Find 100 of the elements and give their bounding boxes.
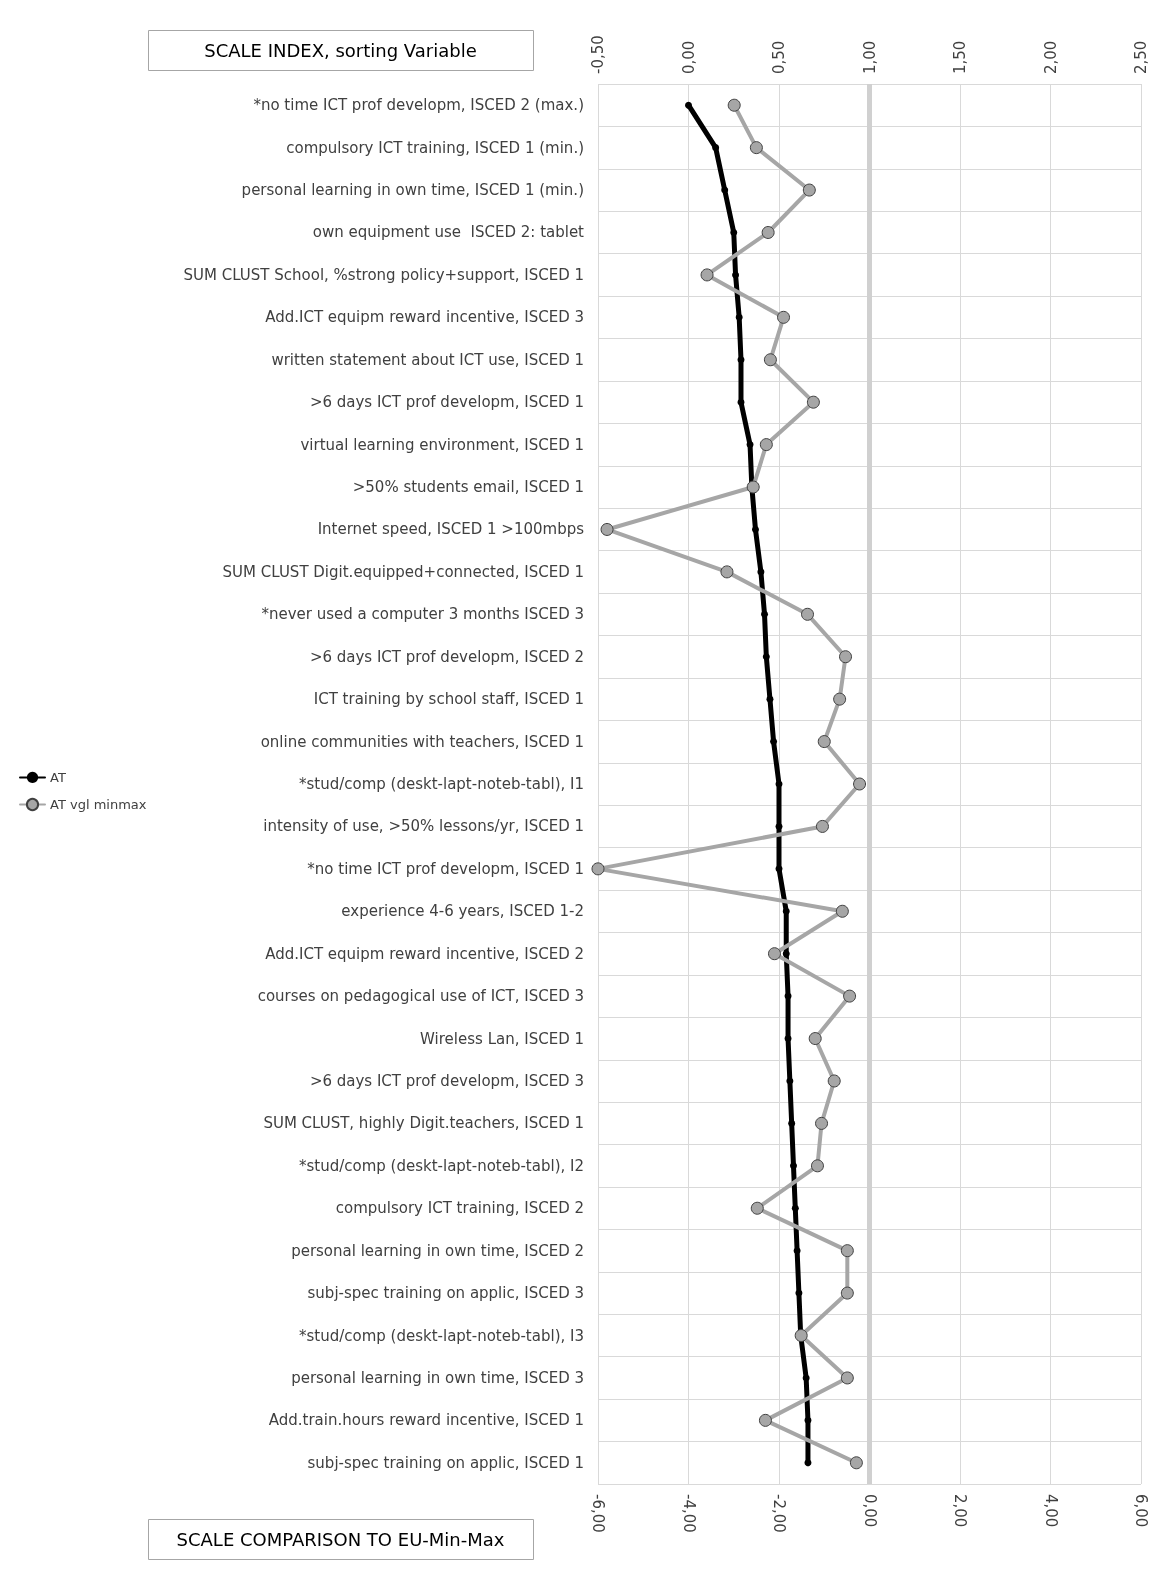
y-tick-label: *no time ICT prof developm, ISCED 2 (max.) <box>253 96 584 115</box>
y-tick-label: experience 4-6 years, ISCED 1-2 <box>341 902 584 921</box>
y-tick-label: Internet speed, ISCED 1 >100mbps <box>317 520 585 539</box>
y-tick-label: courses on pedagogical use of ICT, ISCED 3 <box>257 987 584 1006</box>
x2-axis-title: SCALE INDEX, sorting Variable <box>204 40 477 61</box>
y-tick-label: Add.ICT equipm reward incentive, ISCED 2 <box>265 944 584 963</box>
x2-tick-label: 0,50 <box>770 40 788 74</box>
y-tick-label: subj-spec training on applic, ISCED 3 <box>307 1284 584 1303</box>
point <box>777 310 791 324</box>
point <box>782 907 790 915</box>
x-tick-label: -2,00 <box>770 1494 788 1533</box>
point <box>833 692 847 706</box>
y-tick-label: personal learning in own time, ISCED 1 (min.) <box>241 181 584 200</box>
point <box>840 1286 854 1300</box>
point <box>827 1074 841 1088</box>
x-tick-label: 2,00 <box>951 1494 969 1528</box>
y-tick-label: *never used a computer 3 months ISCED 3 <box>261 605 584 624</box>
x2-tick-label: -0,50 <box>589 35 607 74</box>
point <box>849 1456 863 1470</box>
point <box>700 268 714 282</box>
point <box>853 777 867 791</box>
point <box>600 522 614 536</box>
point <box>746 441 754 449</box>
point <box>801 607 815 621</box>
x2-tick-label: 1,50 <box>951 40 969 74</box>
point <box>802 183 816 197</box>
y-tick-label: intensity of use, >50% lessons/yr, ISCED 1 <box>263 817 584 836</box>
point <box>843 989 857 1003</box>
x-tick-label: 4,00 <box>1041 1494 1060 1528</box>
point <box>794 1329 808 1343</box>
point <box>835 904 849 918</box>
point <box>766 695 774 703</box>
point <box>840 1244 854 1258</box>
point <box>839 650 853 664</box>
x-tick-label: 0,00 <box>860 1494 879 1528</box>
legend-label: AT vgl minmax <box>50 797 147 812</box>
y-tick-label: >6 days ICT prof developm, ISCED 1 <box>309 393 584 412</box>
y-tick-label: Add.ICT equipm reward incentive, ISCED 3 <box>265 308 584 327</box>
y-tick-label: *stud/comp (deskt-lapt-noteb-tabl), I1 <box>298 775 584 793</box>
y-tick-label: compulsory ICT training, ISCED 1 (min.) <box>286 138 584 157</box>
point <box>817 735 831 749</box>
point <box>751 525 759 533</box>
y-tick-label: online communities with teachers, ISCED 1 <box>260 732 584 751</box>
y-tick-label: Wireless Lan, ISCED 1 <box>420 1029 584 1048</box>
point <box>735 313 743 321</box>
point <box>762 653 770 661</box>
y-tick-label: written statement about ICT use, ISCED 1 <box>271 350 584 369</box>
point <box>815 1116 829 1130</box>
point <box>749 141 763 155</box>
point <box>806 395 820 409</box>
y-tick-label: *stud/comp (deskt-lapt-noteb-tabl), I2 <box>298 1156 584 1175</box>
x-axis-title: SCALE COMPARISON TO EU-Min-Max <box>176 1529 505 1550</box>
x-tick-label: 6,00 <box>1132 1494 1150 1528</box>
point <box>727 98 741 112</box>
point <box>721 186 729 194</box>
y-tick-label: subj-spec training on applic, ISCED 1 <box>307 1453 584 1472</box>
point <box>767 947 781 961</box>
y-tick-label: *stud/comp (deskt-lapt-noteb-tabl), I3 <box>298 1326 584 1345</box>
point <box>750 1201 764 1215</box>
legend-label: AT <box>50 769 66 785</box>
x2-tick-label: 2,00 <box>1041 40 1060 74</box>
point <box>757 568 765 576</box>
y-tick-label: SUM CLUST Digit.equipped+connected, ISCED 1 <box>222 562 584 581</box>
point <box>815 819 829 833</box>
y-tick-label: *no time ICT prof developm, ISCED 1 <box>307 859 584 878</box>
point <box>808 1032 822 1046</box>
y-tick-label: virtual learning environment, ISCED 1 <box>300 435 584 454</box>
point <box>810 1159 824 1173</box>
point <box>804 1416 812 1424</box>
x-tick-label: -6,00 <box>589 1494 607 1533</box>
y-tick-label: compulsory ICT training, ISCED 2 <box>335 1199 584 1218</box>
point <box>802 1374 810 1382</box>
y-tick-label: ICT training by school staff, ISCED 1 <box>313 690 584 709</box>
y-tick-label: >6 days ICT prof developm, ISCED 3 <box>309 1071 584 1090</box>
point <box>791 1204 799 1212</box>
point <box>732 271 740 279</box>
point <box>591 862 605 876</box>
point <box>804 1459 812 1467</box>
y-tick-label: personal learning in own time, ISCED 2 <box>291 1241 584 1260</box>
point <box>737 356 745 364</box>
point <box>712 144 720 152</box>
y-tick-label: >6 days ICT prof developm, ISCED 2 <box>309 647 584 666</box>
y-tick-label: SUM CLUST, highly Digit.teachers, ISCED 1 <box>263 1114 584 1133</box>
x2-tick-label: 2,50 <box>1132 40 1150 74</box>
y-tick-label: personal learning in own time, ISCED 3 <box>291 1368 584 1387</box>
point <box>761 610 769 618</box>
y-tick-label: >50% students email, ISCED 1 <box>352 478 584 497</box>
x2-tick-label: 1,00 <box>860 40 879 74</box>
point <box>793 1247 801 1255</box>
point <box>761 225 775 239</box>
point <box>840 1371 854 1385</box>
point <box>763 353 777 367</box>
point <box>746 480 760 494</box>
point <box>782 950 790 958</box>
point <box>685 101 692 109</box>
point <box>789 1162 797 1170</box>
point <box>758 1413 772 1427</box>
point <box>770 738 778 746</box>
x-tick-label: -4,00 <box>679 1494 698 1533</box>
y-tick-label: own equipment use ISCED 2: tablet <box>312 223 585 242</box>
